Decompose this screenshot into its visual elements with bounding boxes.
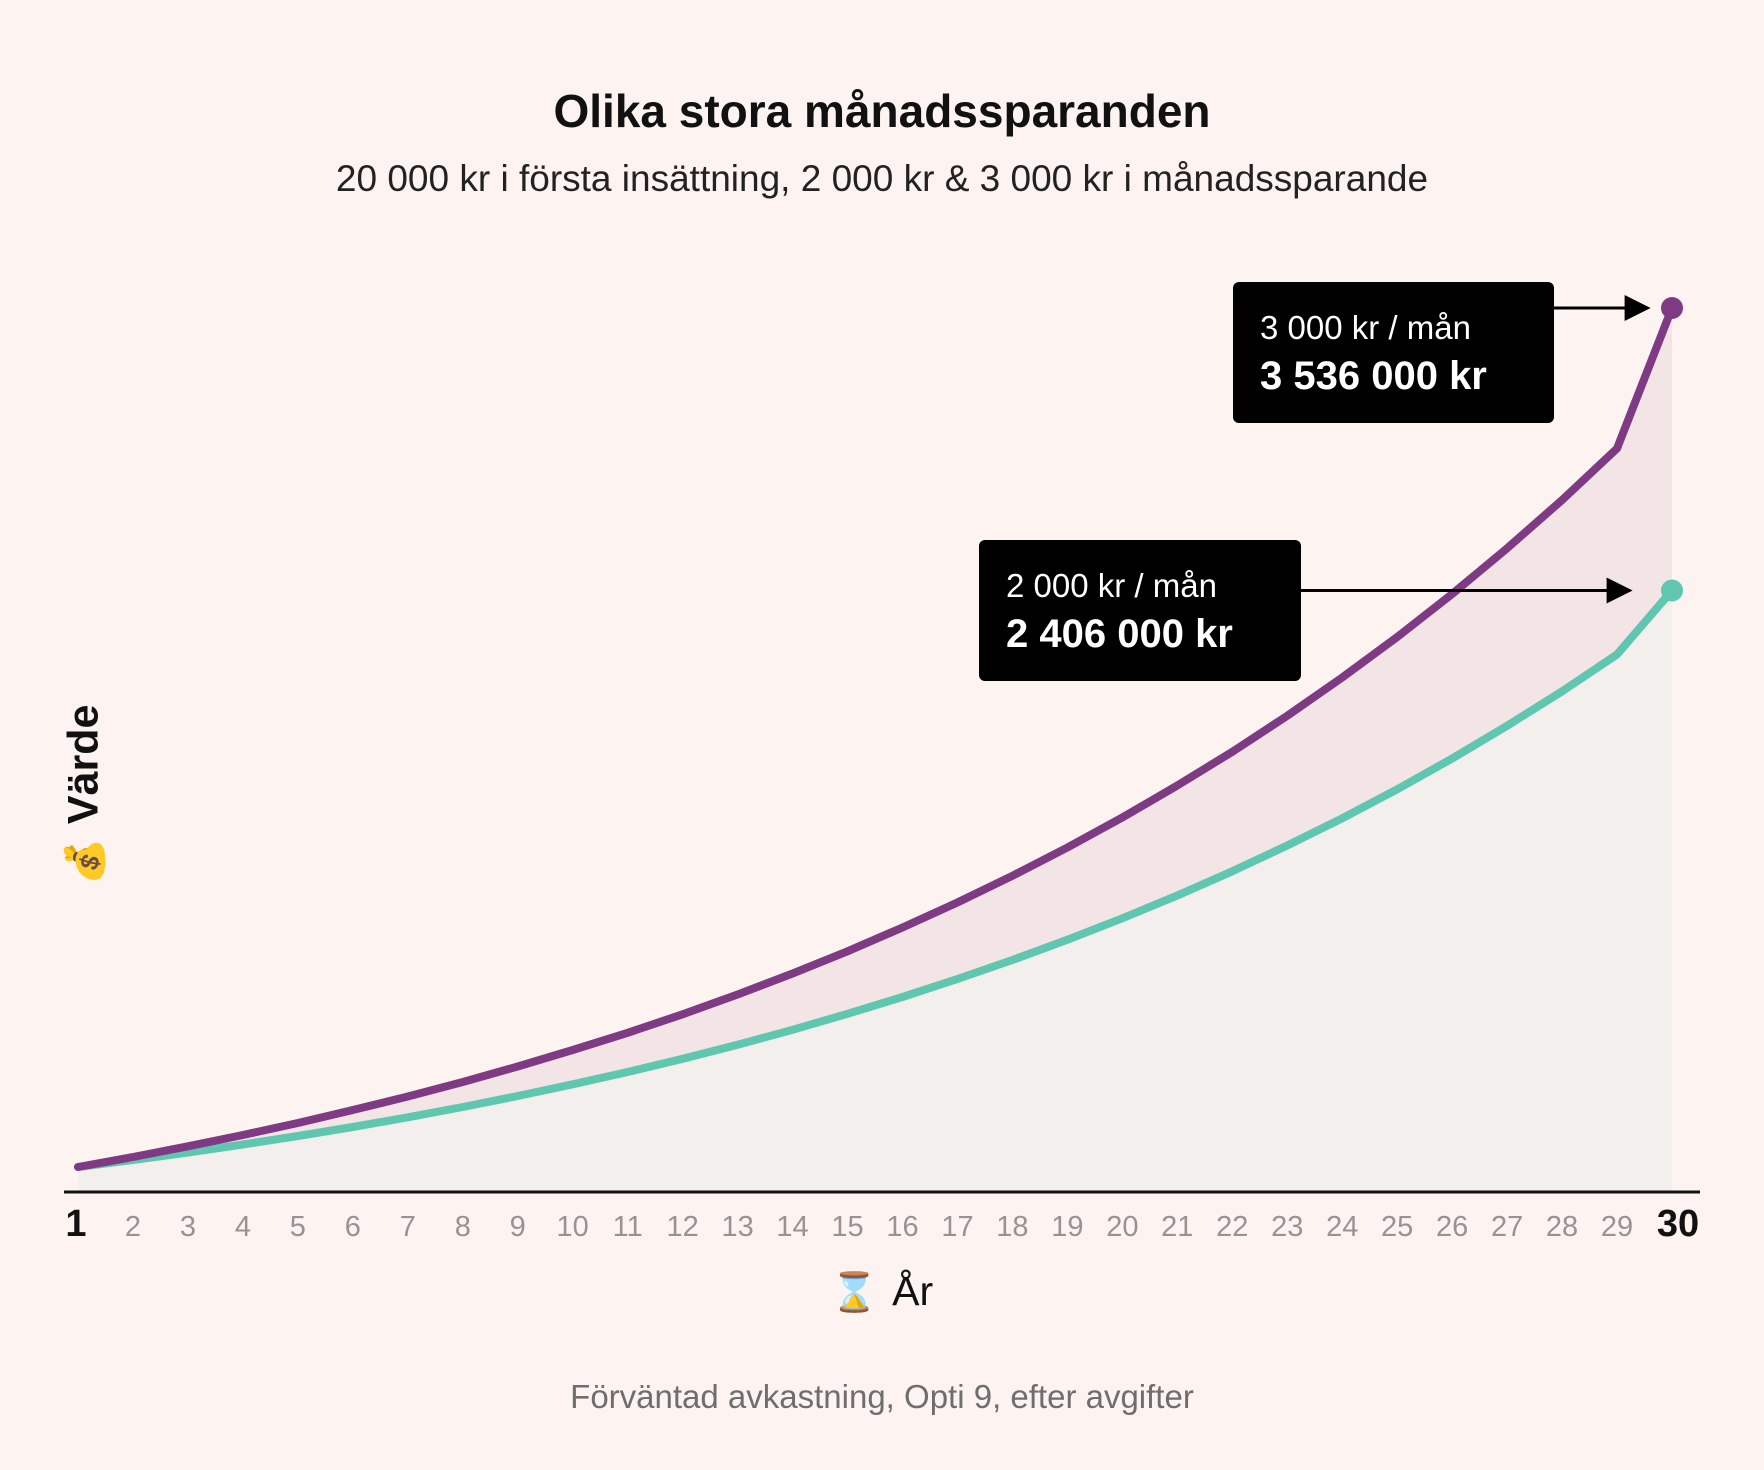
x-tick-label: 17 [941, 1211, 973, 1243]
x-tick-label: 19 [1051, 1211, 1083, 1243]
x-tick-label: 26 [1436, 1211, 1468, 1243]
x-tick-label: 20 [1106, 1211, 1138, 1243]
x-tick-label: 25 [1381, 1211, 1413, 1243]
x-tick-label: 10 [557, 1211, 589, 1243]
series-line-3000 [74, 304, 1676, 1171]
x-tick-label: 30 [1657, 1203, 1699, 1245]
series-end-point-2000 [1661, 579, 1683, 602]
x-tick-label: 23 [1271, 1211, 1303, 1243]
x-tick-label: 11 [613, 1211, 643, 1243]
x-tick-label: 6 [345, 1211, 361, 1243]
callout-2000-value: 2 406 000 kr [1006, 612, 1233, 656]
x-tick-label: 15 [831, 1211, 863, 1243]
x-axis-label-text: År [892, 1268, 934, 1314]
money-bag-icon: 💰 [64, 838, 107, 886]
hourglass-icon: ⌛ [830, 1272, 879, 1314]
chart-subtitle: 20 000 kr i första insättning, 2 000 kr … [335, 158, 1429, 199]
x-tick-label: 7 [400, 1211, 416, 1243]
x-tick-label: 1 [65, 1203, 86, 1245]
x-tick-label: 14 [776, 1211, 808, 1243]
x-tick-label: 12 [666, 1211, 698, 1243]
x-tick-label: 9 [510, 1211, 526, 1243]
area-fill-3000 [78, 308, 1672, 1167]
x-tick-label: 29 [1601, 1211, 1633, 1243]
x-tick-label: 18 [996, 1211, 1028, 1243]
x-tick-label: 4 [235, 1211, 251, 1243]
callout-3000-rate: 3 000 kr / mån [1260, 309, 1471, 346]
x-tick-label: 16 [886, 1211, 918, 1243]
x-axis-label: ⌛ År [0, 1268, 1764, 1315]
series-line-2000 [74, 586, 1676, 1171]
x-tick-label: 28 [1546, 1211, 1578, 1243]
x-tick-label: 27 [1491, 1211, 1523, 1243]
x-tick-label: 3 [180, 1211, 196, 1243]
x-tick-label: 21 [1161, 1211, 1193, 1243]
area-fill-2000 [78, 590, 1672, 1192]
x-tick-label: 2 [125, 1211, 141, 1243]
callout-2000: 2 000 kr / mån 2 406 000 kr [979, 540, 1301, 681]
y-axis-label: 💰 Värde [60, 705, 109, 886]
x-tick-label: 22 [1216, 1211, 1248, 1243]
footnote: Förväntad avkastning, Opti 9, efter avgi… [570, 1378, 1194, 1415]
callout-3000-value: 3 536 000 kr [1260, 354, 1487, 398]
x-tick-label: 8 [455, 1211, 471, 1243]
chart-title: Olika stora månadssparanden [553, 85, 1211, 137]
x-tick-label: 24 [1326, 1211, 1358, 1243]
callout-3000: 3 000 kr / mån 3 536 000 kr [1233, 282, 1554, 423]
x-tick-label: 13 [721, 1211, 753, 1243]
y-axis-label-text: Värde [59, 704, 108, 825]
x-tick-label: 5 [290, 1211, 306, 1243]
series-end-point-3000 [1661, 297, 1683, 319]
callout-2000-rate: 2 000 kr / mån [1006, 567, 1217, 604]
